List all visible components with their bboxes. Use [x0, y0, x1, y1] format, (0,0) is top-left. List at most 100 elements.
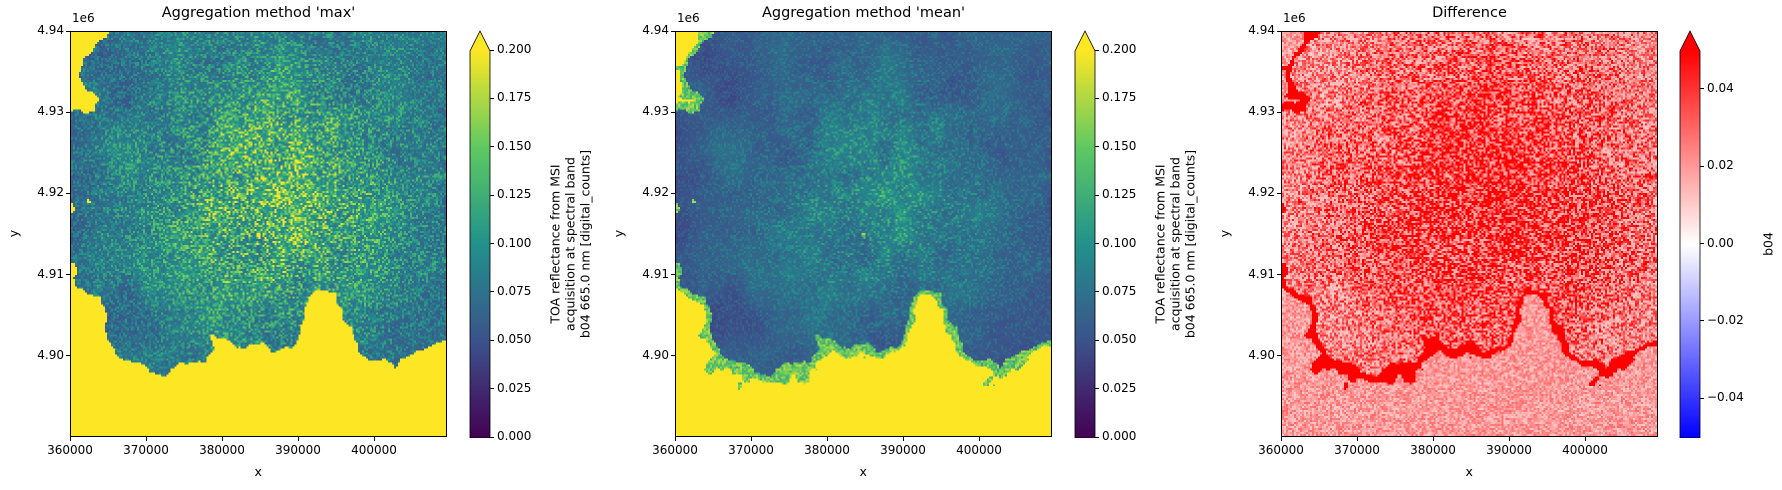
colorbar-tick: [1095, 291, 1099, 293]
colorbar-tick: [490, 194, 494, 196]
colorbar-tick: [1095, 243, 1099, 244]
colorbar-tick-label: 0.075: [497, 283, 532, 298]
y-tick: [671, 192, 675, 194]
colorbar-tick: [490, 49, 494, 51]
y-tick: [66, 274, 70, 276]
raster-axes: [70, 31, 447, 437]
y-tick: [66, 355, 70, 357]
chart-title: Aggregation method 'mean': [761, 5, 966, 21]
colorbar-outline: [1679, 30, 1701, 438]
colorbar-outline: [1074, 30, 1096, 438]
x-tick-label: 360000: [47, 443, 93, 457]
colorbar-tick: [1095, 388, 1099, 390]
y-tick-label: 4.94: [37, 23, 64, 37]
colorbar-tick: [490, 243, 494, 244]
colorbar-tick-label: 0.175: [497, 90, 532, 105]
colorbar-tick: [1700, 243, 1704, 244]
x-tick-label: 400000: [351, 443, 397, 457]
colorbar-label: b04: [1761, 232, 1776, 256]
colorbar-gradient: [470, 51, 490, 438]
raster-axes: [1281, 31, 1658, 437]
x-tick-label: 390000: [275, 443, 321, 457]
colorbar-tick: [1700, 397, 1704, 399]
colorbar-tick-label: 0.000: [497, 429, 532, 443]
y-tick-label: 4.93: [1248, 104, 1275, 119]
colorbar-tick: [1095, 436, 1099, 438]
y-tick-label: 4.91: [642, 266, 669, 281]
x-tick: [145, 437, 147, 441]
x-tick-label: 390000: [1486, 443, 1532, 457]
raster-image: [71, 32, 446, 436]
y-tick: [66, 30, 70, 32]
colorbar-gradient: [1680, 51, 1700, 438]
colorbar-tick: [1095, 97, 1099, 99]
y-axis-label: y: [1217, 229, 1233, 238]
y-axis-label: y: [6, 229, 22, 238]
colorbar-extend-arrow: [470, 31, 490, 51]
y-tick-label: 4.91: [37, 266, 64, 281]
colorbar-tick-label: 0.050: [1102, 332, 1137, 347]
chart-title: Difference: [1432, 5, 1507, 21]
raster-image: [676, 32, 1051, 436]
colorbar-tick-label: 0.150: [497, 138, 532, 153]
x-tick-label: 400000: [1562, 443, 1608, 457]
y-tick: [671, 111, 675, 113]
raster-image: [1282, 32, 1657, 436]
colorbar-tick-label: 0.125: [497, 187, 532, 202]
raster-axes: [675, 31, 1052, 437]
x-axis-label: x: [254, 464, 262, 479]
colorbar-tick: [1700, 320, 1704, 322]
x-tick-label: 400000: [956, 443, 1002, 457]
colorbar: [1074, 30, 1096, 438]
x-tick-label: 380000: [199, 443, 245, 457]
y-tick: [671, 30, 675, 32]
colorbar-tick: [490, 146, 494, 148]
y-scale-label: 1e6: [677, 11, 700, 25]
colorbar-outline: [469, 30, 491, 438]
colorbar-extend-arrow: [1075, 31, 1095, 51]
y-tick: [1277, 30, 1281, 32]
colorbar-tick: [490, 291, 494, 293]
y-tick: [66, 192, 70, 194]
y-tick-label: 4.94: [642, 23, 669, 37]
y-tick: [1277, 274, 1281, 276]
y-tick: [671, 355, 675, 357]
colorbar-tick: [490, 97, 494, 99]
x-tick: [1356, 437, 1358, 441]
y-tick-label: 4.93: [642, 104, 669, 119]
colorbar-tick: [490, 388, 494, 390]
y-tick-label: 4.92: [1248, 185, 1275, 200]
colorbar-label-line: b04: [1760, 231, 1776, 256]
x-tick: [1432, 437, 1434, 441]
colorbar-gradient: [1075, 51, 1095, 438]
x-tick: [826, 437, 828, 441]
colorbar-label-line: TOA reflectance from MSI: [1152, 163, 1168, 324]
x-tick-label: 380000: [804, 443, 850, 457]
colorbar-tick: [1095, 146, 1099, 148]
y-tick-label: 4.90: [1248, 347, 1275, 362]
colorbar-label-line: TOA reflectance from MSI: [547, 163, 563, 324]
colorbar-tick: [490, 339, 494, 341]
colorbar: [1679, 30, 1701, 438]
colorbar-tick: [490, 436, 494, 438]
x-tick: [978, 437, 980, 441]
x-axis-label: x: [859, 464, 867, 479]
colorbar-tick-label: 0.200: [497, 42, 532, 56]
y-tick: [1277, 355, 1281, 357]
colorbar-tick-label: 0.200: [1102, 42, 1137, 56]
colorbar-tick-label: 0.175: [1102, 90, 1137, 105]
y-tick: [66, 111, 70, 113]
colorbar-tick: [1095, 194, 1099, 196]
colorbar-tick-label: 0.100: [497, 235, 532, 250]
colorbar-tick-label: 0.02: [1707, 158, 1734, 173]
x-tick: [221, 437, 223, 441]
colorbar-tick: [1095, 339, 1099, 341]
y-tick-label: 4.92: [642, 185, 669, 200]
y-tick-label: 4.91: [1248, 266, 1275, 281]
x-tick: [1508, 437, 1510, 441]
x-tick: [902, 437, 904, 441]
y-tick: [1277, 111, 1281, 113]
y-axis-label: y: [611, 229, 627, 238]
x-tick: [1584, 437, 1586, 441]
colorbar-tick-label: 0.050: [497, 332, 532, 347]
